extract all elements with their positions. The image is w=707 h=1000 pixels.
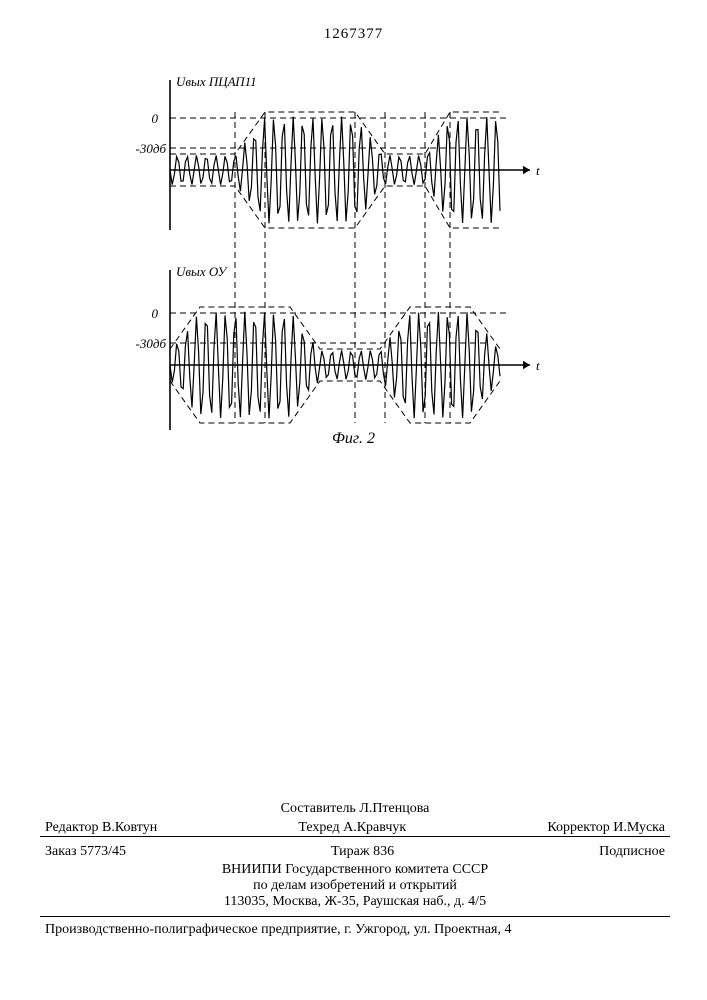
compiler-line: Составитель Л.Птенцова [45, 800, 665, 819]
footer-line: Производственно-полиграфическое предприя… [45, 922, 665, 938]
org-line-1: ВНИИПИ Государственного комитета СССР [45, 862, 665, 878]
circulation-value: 836 [373, 844, 394, 859]
proof-name: И.Муска [613, 820, 665, 835]
page: 1267377 Uвых ПЦАП11 0 -30дб t Uвых ОУ 0 -30дб t… [0, 0, 707, 1000]
svg-text:-30дб: -30дб [136, 141, 167, 156]
circulation-cell: Тираж 836 [331, 844, 394, 860]
proof-label: Корректор [547, 820, 609, 835]
editors-line: Редактор В.Ковтун Техред А.Кравчук Корре… [45, 819, 665, 838]
compiler-name: Л.Птенцова [359, 801, 429, 816]
editor-cell: Редактор В.Ковтун [45, 819, 157, 838]
circulation-label: Тираж [331, 844, 370, 859]
techred-cell: Техред А.Кравчук [298, 819, 406, 838]
svg-text:0: 0 [152, 306, 159, 321]
order-label: Заказ [45, 844, 77, 859]
svg-text:0: 0 [152, 111, 159, 126]
org-line-2: по делам изобретений и открытий [45, 878, 665, 894]
proof-cell: Корректор И.Муска [547, 819, 665, 838]
org-address: 113035, Москва, Ж-35, Раушская наб., д. … [45, 894, 665, 910]
svg-text:t: t [536, 163, 540, 178]
order-line: Заказ 5773/45 Тираж 836 Подписное [45, 844, 665, 860]
svg-text:Uвых ОУ: Uвых ОУ [176, 264, 228, 279]
techred-label: Техред [298, 820, 339, 835]
figure-svg: Uвых ПЦАП11 0 -30дб t Uвых ОУ 0 -30дб t [130, 70, 560, 450]
svg-text:-30дб: -30дб [136, 336, 167, 351]
order-no: 5773/45 [80, 844, 126, 859]
editor-label: Редактор [45, 820, 99, 835]
credits-block: Составитель Л.Птенцова Редактор В.Ковтун… [45, 800, 665, 838]
divider-bottom [40, 916, 670, 917]
order-cell: Заказ 5773/45 [45, 844, 126, 860]
svg-text:Uвых ПЦАП11: Uвых ПЦАП11 [176, 74, 257, 89]
document-number: 1267377 [0, 26, 707, 43]
techred-name: А.Кравчук [343, 820, 406, 835]
svg-text:t: t [536, 358, 540, 373]
figure-caption: Фиг. 2 [0, 430, 707, 448]
subscription: Подписное [599, 844, 665, 860]
compiler-label: Составитель [281, 801, 356, 816]
editor-name: В.Ковтун [102, 820, 157, 835]
divider-top [40, 836, 670, 837]
figure-2: Uвых ПЦАП11 0 -30дб t Uвых ОУ 0 -30дб t [130, 70, 560, 450]
